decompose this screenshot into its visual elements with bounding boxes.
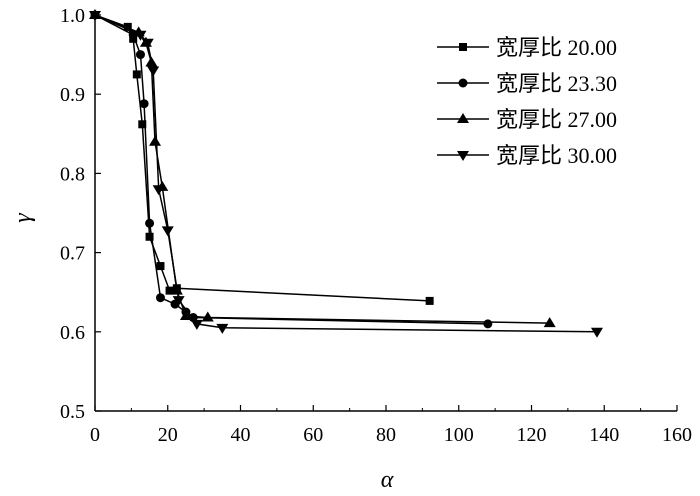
x-tick-label: 140 <box>589 424 619 446</box>
legend-marker <box>457 113 469 123</box>
x-axis-title: α <box>381 467 394 493</box>
legend-marker <box>458 78 468 88</box>
y-tick-label: 0.8 <box>60 163 85 185</box>
data-point <box>149 135 162 146</box>
series-3 <box>89 9 556 328</box>
data-point <box>543 317 556 328</box>
series-line <box>94 14 598 333</box>
legend-marker <box>459 43 467 51</box>
series-4 <box>89 11 603 338</box>
x-tick-label: 0 <box>90 424 100 446</box>
x-tick-label: 80 <box>376 424 396 446</box>
legend-item: 宽厚比 27.00 <box>437 107 617 132</box>
data-point <box>145 218 155 228</box>
data-point <box>141 38 154 49</box>
legend-item: 宽厚比 30.00 <box>437 143 617 168</box>
data-point <box>138 120 147 129</box>
legend-label: 宽厚比 27.00 <box>496 107 617 132</box>
legend-label: 宽厚比 20.00 <box>496 35 617 60</box>
data-point <box>201 311 214 322</box>
series-line <box>94 14 550 324</box>
y-tick-label: 0.5 <box>60 401 85 423</box>
y-tick-label: 0.7 <box>60 243 85 265</box>
data-point <box>483 319 493 329</box>
axes-layer: 0 20 40 60 80 100 120 140 160 0.5 0.6 0.7 0.8 0.9 1.0 <box>60 5 692 446</box>
legend-label: 宽厚比 23.30 <box>496 71 617 96</box>
y-tick-label: 1.0 <box>60 5 85 27</box>
legend-item: 宽厚比 20.00 <box>437 35 617 60</box>
data-point <box>155 293 165 303</box>
x-tick-label: 60 <box>303 424 323 446</box>
data-point <box>134 30 147 41</box>
legend-marker <box>457 151 469 161</box>
data-point <box>132 70 141 79</box>
x-tick-label: 120 <box>517 424 547 446</box>
data-point <box>172 296 185 307</box>
data-point <box>139 99 149 109</box>
data-point <box>165 286 174 295</box>
legend-item: 宽厚比 23.30 <box>437 71 617 96</box>
legend: 宽厚比 20.00 宽厚比 23.30 宽厚比 27.00 宽厚比 30.00 <box>437 35 617 168</box>
y-axis-title: γ <box>10 213 36 223</box>
y-tick-label: 0.9 <box>60 84 85 106</box>
data-point <box>152 185 165 196</box>
data-point <box>216 323 229 334</box>
data-point <box>590 327 603 338</box>
y-tick-label: 0.6 <box>60 322 85 344</box>
x-tick-label: 20 <box>158 424 178 446</box>
data-point <box>156 262 165 271</box>
data-point <box>425 296 434 305</box>
data-point <box>145 232 154 241</box>
x-tick-label: 40 <box>231 424 251 446</box>
data-point <box>89 11 101 21</box>
data-point <box>161 226 174 237</box>
x-tick-label: 160 <box>662 424 692 446</box>
data-point <box>190 319 203 330</box>
data-point <box>179 309 192 320</box>
data-point <box>147 66 160 77</box>
data-point <box>135 50 145 60</box>
series-line <box>94 14 430 302</box>
legend-label: 宽厚比 30.00 <box>496 143 617 168</box>
series-layer <box>89 9 603 338</box>
x-tick-label: 100 <box>444 424 474 446</box>
data-point <box>123 22 132 31</box>
